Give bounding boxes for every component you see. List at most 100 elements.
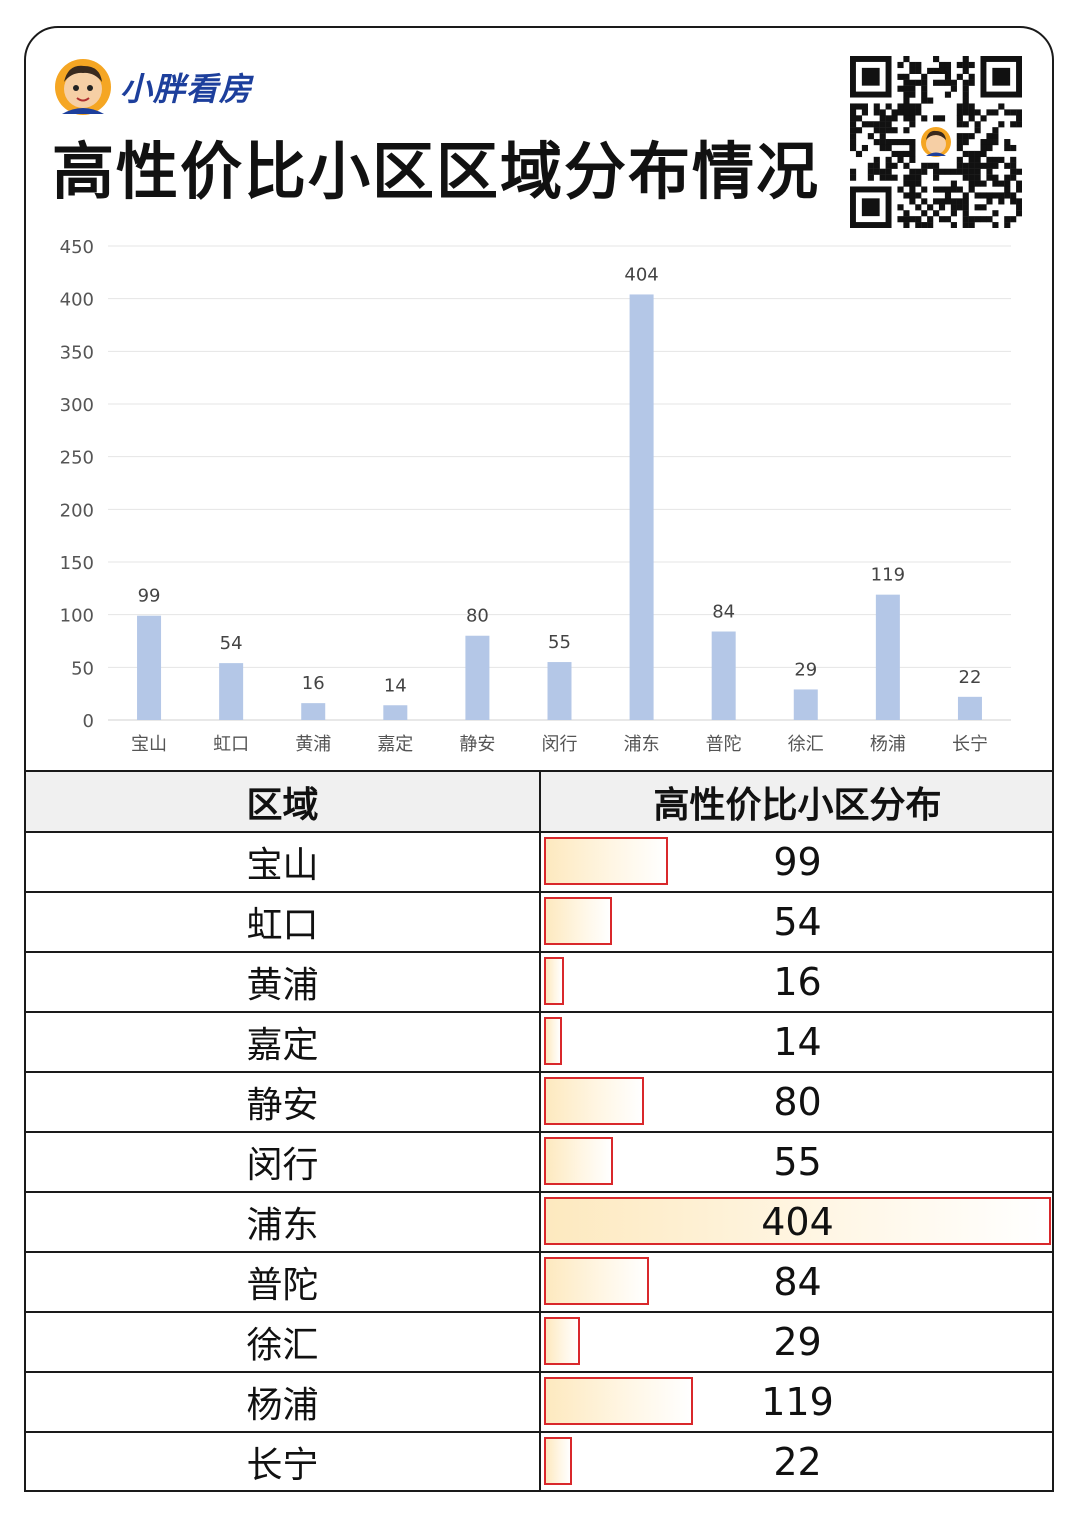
value-text: 84: [773, 1260, 822, 1304]
data-label: 119: [871, 565, 905, 586]
y-tick-label: 0: [83, 711, 94, 732]
y-tick-label: 200: [60, 500, 94, 521]
data-label: 55: [548, 632, 571, 653]
bar: [875, 594, 900, 720]
x-tick-label: 长宁: [952, 734, 988, 755]
avatar-icon: [55, 59, 111, 115]
table-row: 浦东 404: [26, 1191, 1052, 1253]
data-bar: [544, 1017, 562, 1065]
value-cell: 119: [539, 1371, 1052, 1433]
data-label: 84: [712, 602, 735, 623]
brand-name: 小胖看房: [120, 70, 253, 108]
x-tick-label: 杨浦: [870, 734, 906, 755]
y-tick-label: 300: [60, 395, 94, 416]
data-label: 54: [220, 633, 243, 654]
data-bar: [544, 897, 612, 945]
region-cell: 杨浦: [26, 1371, 541, 1433]
table-header-row: 区域 高性价比小区分布: [26, 770, 1052, 833]
x-tick-label: 黄浦: [295, 734, 331, 755]
data-label: 14: [384, 675, 407, 696]
data-bar: [544, 1197, 1051, 1245]
brand: 小胖看房: [54, 58, 252, 116]
value-text: 404: [761, 1200, 834, 1244]
bar: [137, 615, 162, 720]
bar: [547, 662, 572, 720]
value-text: 55: [773, 1140, 822, 1184]
value-text: 54: [773, 900, 822, 944]
table-row: 宝山 99: [26, 831, 1052, 893]
value-cell: 22: [539, 1431, 1052, 1490]
header-region: 区域: [26, 770, 541, 833]
data-label: 404: [624, 264, 658, 285]
x-tick-label: 闵行: [542, 734, 578, 755]
y-tick-label: 450: [60, 237, 94, 258]
value-text: 22: [773, 1440, 822, 1484]
value-cell: 55: [539, 1131, 1052, 1193]
bar-chart-svg: 0 50 100 150 200 250 300 350 400 450 99 宝山 54 虹口 16 黄浦 1…: [60, 237, 1011, 755]
data-bar: [544, 957, 565, 1005]
value-cell: 29: [539, 1311, 1052, 1373]
bar: [219, 663, 244, 720]
y-tick-label: 100: [60, 606, 94, 627]
bar: [957, 696, 982, 720]
region-cell: 闵行: [26, 1131, 541, 1193]
region-cell: 浦东: [26, 1191, 541, 1253]
x-tick-label: 普陀: [706, 734, 742, 755]
x-tick-label: 浦东: [624, 734, 660, 755]
infographic-card: 小胖看房 高性价比小区区域分布情况 0 50 100 150 200 250 300 350 4…: [24, 26, 1054, 1492]
data-label: 29: [794, 659, 817, 680]
bar: [383, 705, 408, 720]
bar: [301, 703, 326, 720]
value-cell: 14: [539, 1011, 1052, 1073]
table-row: 杨浦 119: [26, 1371, 1052, 1433]
y-tick-label: 400: [60, 290, 94, 311]
data-bar: [544, 1137, 614, 1185]
data-label: 16: [302, 673, 325, 694]
region-cell: 长宁: [26, 1431, 541, 1490]
value-text: 99: [773, 840, 822, 884]
value-cell: 404: [539, 1191, 1052, 1253]
y-tick-label: 150: [60, 553, 94, 574]
data-label: 99: [138, 586, 161, 607]
table-row: 长宁 22: [26, 1431, 1052, 1490]
data-bar: [544, 1377, 694, 1425]
data-bar: [544, 1437, 572, 1485]
region-cell: 静安: [26, 1071, 541, 1133]
table-row: 黄浦 16: [26, 951, 1052, 1013]
region-cell: 嘉定: [26, 1011, 541, 1073]
bar: [711, 631, 736, 720]
data-bar: [544, 1257, 650, 1305]
x-tick-label: 静安: [459, 734, 495, 755]
region-cell: 普陀: [26, 1251, 541, 1313]
data-label: 22: [959, 667, 982, 688]
data-bar: [544, 837, 669, 885]
table-row: 嘉定 14: [26, 1011, 1052, 1073]
x-tick-label: 嘉定: [377, 734, 413, 755]
table-row: 静安 80: [26, 1071, 1052, 1133]
table-row: 徐汇 29: [26, 1311, 1052, 1373]
value-cell: 80: [539, 1071, 1052, 1133]
table-row: 普陀 84: [26, 1251, 1052, 1313]
region-cell: 黄浦: [26, 951, 541, 1013]
value-cell: 99: [539, 831, 1052, 893]
data-bar: [544, 1317, 581, 1365]
distribution-table: 区域 高性价比小区分布 宝山 99 虹口 54 黄浦 16 嘉定 14 静安 80 闵行 55 浦东 40…: [26, 770, 1052, 1490]
value-cell: 54: [539, 891, 1052, 953]
bar: [793, 689, 818, 720]
x-tick-label: 徐汇: [788, 734, 824, 755]
bar: [465, 635, 490, 720]
y-tick-label: 350: [60, 342, 94, 363]
region-cell: 徐汇: [26, 1311, 541, 1373]
region-cell: 宝山: [26, 831, 541, 893]
data-label: 80: [466, 606, 489, 627]
value-cell: 16: [539, 951, 1052, 1013]
qr-code-icon: [850, 56, 1022, 228]
value-text: 16: [773, 960, 822, 1004]
bar: [629, 294, 654, 720]
value-text: 14: [773, 1020, 822, 1064]
value-text: 119: [761, 1380, 834, 1424]
x-tick-label: 虹口: [213, 734, 249, 755]
value-cell: 84: [539, 1251, 1052, 1313]
header-distribution: 高性价比小区分布: [539, 770, 1052, 833]
y-tick-label: 50: [71, 658, 94, 679]
